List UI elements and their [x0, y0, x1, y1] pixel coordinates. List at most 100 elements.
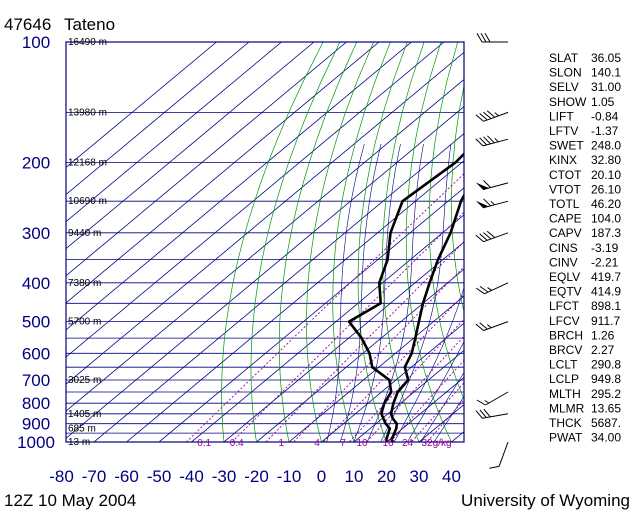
index-value: 5687.	[591, 416, 621, 430]
dry-adiabat-line	[626, 42, 640, 451]
wind-barb-pennant	[475, 182, 489, 190]
index-key: LCLP	[549, 372, 579, 386]
temperature-tick-label: -30	[212, 467, 237, 486]
index-key: EQLV	[549, 270, 580, 284]
index-value: 104.0	[591, 212, 621, 226]
mixing-ratio-label: 1	[279, 438, 285, 449]
mixing-ratio-label: 4	[314, 438, 320, 449]
time-label: 12Z 10 May 2004	[4, 491, 136, 510]
index-value: 20.10	[591, 168, 621, 182]
isotherm-line	[93, 133, 464, 442]
moist-adiabat-line	[380, 144, 452, 442]
index-value: 140.1	[591, 66, 621, 80]
moist-adiabat-line	[407, 341, 464, 442]
wind-barb	[475, 198, 509, 209]
height-label: 1405 m	[68, 409, 101, 420]
wind-barb-half-flag	[486, 324, 492, 329]
source-label: University of Wyoming	[461, 491, 630, 510]
wind-barb-flag	[484, 33, 491, 43]
index-value: 414.9	[591, 285, 621, 299]
wind-barb-flag	[483, 111, 492, 119]
index-key: TOTL	[549, 197, 580, 211]
isotherm-line	[66, 42, 445, 358]
temperature-tick-label: 10	[345, 467, 364, 486]
index-key: EQTV	[549, 285, 582, 299]
index-key: LIFT	[549, 109, 574, 123]
temperature-tick-label: 30	[410, 467, 429, 486]
pressure-tick-label: 900	[22, 415, 50, 434]
temperature-tick-label: 0	[317, 467, 326, 486]
wind-barb	[475, 180, 509, 191]
wind-barb-flag	[475, 138, 484, 147]
plot-frame	[65, 41, 465, 443]
wind-barb-shaft	[482, 138, 509, 147]
profile-lines	[347, 152, 464, 442]
height-label: 13980 m	[68, 107, 107, 118]
index-value: 46.20	[591, 197, 621, 211]
height-label: 685 m	[68, 424, 96, 435]
dry-adiabat-line	[357, 42, 408, 442]
index-key: SLAT	[549, 51, 579, 65]
pressure-tick-label: 700	[22, 371, 50, 390]
wind-barb-shaft	[484, 282, 509, 295]
wind-barb-shaft	[498, 441, 509, 467]
wind-barbs	[475, 33, 509, 469]
dewpoint-profile	[347, 152, 464, 442]
height-label: 10690 m	[68, 196, 107, 207]
temperature-tick-label: -10	[277, 467, 302, 486]
temperature-tick-label: 40	[442, 467, 461, 486]
wind-barb-flag	[483, 136, 491, 145]
wind-barb-flag	[479, 322, 488, 330]
index-value: 295.2	[591, 387, 621, 401]
wind-barb-flag	[479, 409, 487, 418]
isotherm-line	[66, 42, 282, 223]
wind-barb-flag	[479, 137, 488, 146]
dry-adiabat-line	[428, 42, 464, 401]
index-key: KINX	[549, 153, 577, 167]
temperature-tick-label: -70	[82, 467, 107, 486]
height-label: 7380 m	[68, 278, 101, 289]
moist-adiabat-line	[326, 144, 365, 442]
index-key: VTOT	[549, 182, 581, 196]
index-value: -2.21	[591, 255, 619, 269]
wind-barb-flag	[479, 233, 488, 241]
wind-barb-flag	[479, 285, 489, 293]
index-value: 13.65	[591, 401, 621, 415]
index-key: CINS	[549, 241, 578, 255]
temperature-tick-label: -60	[114, 467, 139, 486]
moist-adiabat-line	[339, 144, 382, 442]
index-value: 911.7	[591, 314, 620, 328]
isotherm-line	[320, 322, 464, 442]
index-key: CINV	[549, 255, 578, 269]
wind-barb-flag	[486, 110, 496, 118]
dry-adiabat-line	[250, 42, 341, 442]
wind-barb	[475, 408, 509, 419]
index-value: 31.00	[591, 80, 621, 94]
index-value: 2.27	[591, 343, 615, 357]
isotherm-line	[66, 42, 217, 168]
wind-barb-shaft	[483, 321, 509, 331]
height-label: 3025 m	[68, 375, 101, 386]
wind-barb	[476, 33, 508, 43]
index-key: CTOT	[549, 168, 582, 182]
wind-barb	[489, 441, 509, 469]
wind-barb-flag	[476, 399, 486, 406]
wind-barb-flag	[483, 232, 492, 240]
moist-adiabat-line	[353, 144, 401, 442]
isotherm-line	[66, 42, 315, 250]
wind-barb-half-flag	[484, 400, 490, 404]
wind-barb-half-flag	[494, 137, 499, 143]
dry-adiabat-line	[451, 84, 464, 314]
isotherm-line	[66, 42, 250, 196]
index-key: SELV	[549, 80, 579, 94]
mixing-ratio-line	[185, 173, 464, 442]
isotherm-line	[288, 295, 464, 442]
temperature-tick-label: -20	[244, 467, 269, 486]
index-key: LFCT	[549, 299, 580, 313]
index-key: SWET	[549, 139, 584, 153]
index-value: 34.00	[591, 431, 621, 445]
wind-barb-flag	[483, 198, 491, 207]
plot-grid	[66, 42, 640, 451]
station-name: Tateno	[64, 15, 115, 34]
